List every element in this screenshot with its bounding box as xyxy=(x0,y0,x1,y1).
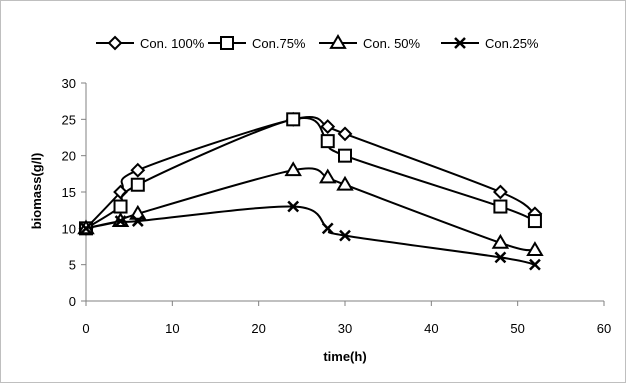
diamond-marker-point xyxy=(337,126,353,142)
y-tick-label: 20 xyxy=(62,149,76,164)
square-marker-point xyxy=(493,199,508,214)
x-tick-label: 40 xyxy=(424,321,438,336)
y-tick-label: 30 xyxy=(62,76,76,91)
x-marker-stroke xyxy=(114,215,127,227)
series-line xyxy=(85,205,536,266)
x-marker-point xyxy=(339,229,351,242)
x-marker-legend xyxy=(454,37,466,49)
series-line xyxy=(85,116,536,230)
x-marker-point xyxy=(131,215,144,227)
square-marker-point xyxy=(130,177,145,192)
triangle-marker-point xyxy=(318,168,337,184)
triangle-marker-point xyxy=(491,233,510,249)
x-marker-point xyxy=(80,222,92,235)
legend-label: Con. 100% xyxy=(140,36,205,51)
x-tick-label: 20 xyxy=(251,321,265,336)
x-marker-stroke xyxy=(287,200,300,213)
y-axis-title: biomass(g/l) xyxy=(29,153,44,230)
x-marker-stroke xyxy=(131,215,144,227)
x-tick-label: 50 xyxy=(510,321,524,336)
x-tick-label: 0 xyxy=(82,321,89,336)
triangle-marker-point xyxy=(336,175,354,191)
triangle-marker-point xyxy=(284,161,302,177)
square-marker-point xyxy=(320,134,335,149)
x-marker-point xyxy=(494,251,507,264)
triangle-marker-point xyxy=(526,241,544,257)
y-tick-label: 10 xyxy=(62,221,76,236)
x-axis-title: time(h) xyxy=(323,349,366,364)
diamond-marker-legend xyxy=(107,35,123,51)
legend-entry: Con. 50% xyxy=(319,34,421,51)
square-marker-point xyxy=(286,112,301,127)
diamond-marker-point xyxy=(130,162,146,178)
square-marker-point xyxy=(527,214,542,229)
legend-label: Con.75% xyxy=(252,36,306,51)
square-marker-point xyxy=(338,148,352,163)
series-line xyxy=(85,116,536,230)
y-tick-label: 25 xyxy=(62,112,76,127)
legend-entry: Con. 100% xyxy=(96,35,205,51)
x-tick-label: 30 xyxy=(338,321,352,336)
legend: Con. 100% Con.75% Con. 50% Con.25% xyxy=(96,34,539,51)
x-marker-point xyxy=(529,258,541,271)
diamond-marker-point xyxy=(320,119,336,135)
x-marker-point xyxy=(321,222,334,235)
series-1 xyxy=(78,111,543,236)
legend-label: Con. 50% xyxy=(363,36,421,51)
axes: 0 5 10 15 20 25 30 0 10 20 30 40 50 60 xyxy=(62,76,612,336)
x-marker-point xyxy=(287,200,300,213)
y-tick-label: 15 xyxy=(62,185,76,200)
series-4 xyxy=(80,200,541,271)
legend-entry: Con.75% xyxy=(208,36,306,51)
y-tick-label: 0 xyxy=(69,294,76,309)
x-tick-label: 10 xyxy=(165,321,179,336)
x-marker-stroke xyxy=(339,229,351,242)
legend-entry: Con.25% xyxy=(441,36,539,51)
x-marker-point xyxy=(114,215,127,227)
x-marker-stroke xyxy=(529,258,541,271)
x-marker-stroke xyxy=(80,222,92,235)
diamond-marker-point xyxy=(492,184,508,200)
square-marker-point xyxy=(113,199,128,214)
triangle-marker-point xyxy=(129,204,147,220)
square-marker-legend xyxy=(220,36,234,50)
x-marker-stroke xyxy=(321,222,334,235)
x-marker-stroke xyxy=(494,251,507,264)
y-tick-label: 5 xyxy=(69,258,76,273)
series-layer xyxy=(77,111,544,271)
x-tick-label: 60 xyxy=(597,321,611,336)
triangle-marker-legend xyxy=(329,34,347,49)
series-2 xyxy=(79,112,542,236)
legend-label: Con.25% xyxy=(485,36,539,51)
x-marker-stroke xyxy=(454,37,466,49)
